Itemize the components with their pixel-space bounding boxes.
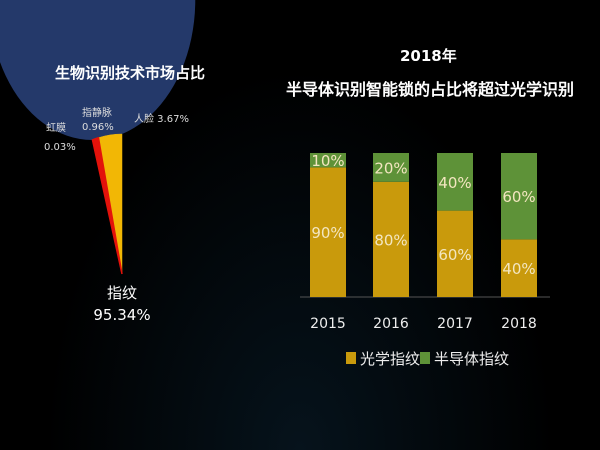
pie-slice-3 (91, 139, 123, 275)
pie-value-iris: 0.03% (44, 142, 76, 153)
pie-label-face: 人脸 3.67% (134, 112, 189, 125)
pie-value-fingerprint: 95.34% (93, 306, 150, 324)
bar-title: 2018年 (400, 47, 457, 65)
bar-2017-1 (437, 153, 473, 211)
bar-2017-0 (437, 210, 473, 297)
bar-label-2015-0: 90% (311, 224, 344, 242)
bar-label-2018-1: 60% (502, 188, 535, 206)
bar-2016-0 (373, 181, 409, 297)
pie-title: 生物识别技术市场占比 (55, 64, 206, 82)
bar-2016-1 (373, 153, 409, 182)
bar-subtitle: 半导体识别智能锁的占比将超过光学识别 (286, 80, 575, 99)
legend-swatch-1 (420, 352, 430, 364)
bar-label-2017-0: 60% (438, 246, 471, 264)
pie-value-vein: 0.96% (82, 122, 114, 133)
bar-2015-1 (310, 153, 346, 168)
legend-swatch-0 (346, 352, 356, 364)
bar-2018-0 (501, 239, 537, 297)
pie-slice-fingerprint (0, 0, 196, 274)
legend-label-0: 光学指纹 (360, 350, 420, 368)
pie-label-vein: 指静脉 (82, 106, 112, 119)
x-tick-2018: 2018 (501, 316, 537, 332)
x-tick-2017: 2017 (437, 316, 473, 332)
x-tick-2016: 2016 (373, 316, 409, 332)
bar-label-2016-0: 80% (374, 231, 407, 249)
bar-label-2017-1: 40% (438, 174, 471, 192)
pie-label-fingerprint: 指纹 (107, 284, 137, 302)
x-tick-2015: 2015 (310, 316, 346, 332)
legend-label-1: 半导体指纹 (434, 350, 509, 368)
bar-label-2015-1: 10% (311, 152, 344, 170)
bar-label-2016-1: 20% (374, 159, 407, 177)
pie-label-iris: 虹膜 (46, 122, 66, 134)
bar-label-2018-0: 40% (502, 260, 535, 278)
bar-2015-0 (310, 167, 346, 297)
bar-2018-1 (501, 153, 537, 240)
